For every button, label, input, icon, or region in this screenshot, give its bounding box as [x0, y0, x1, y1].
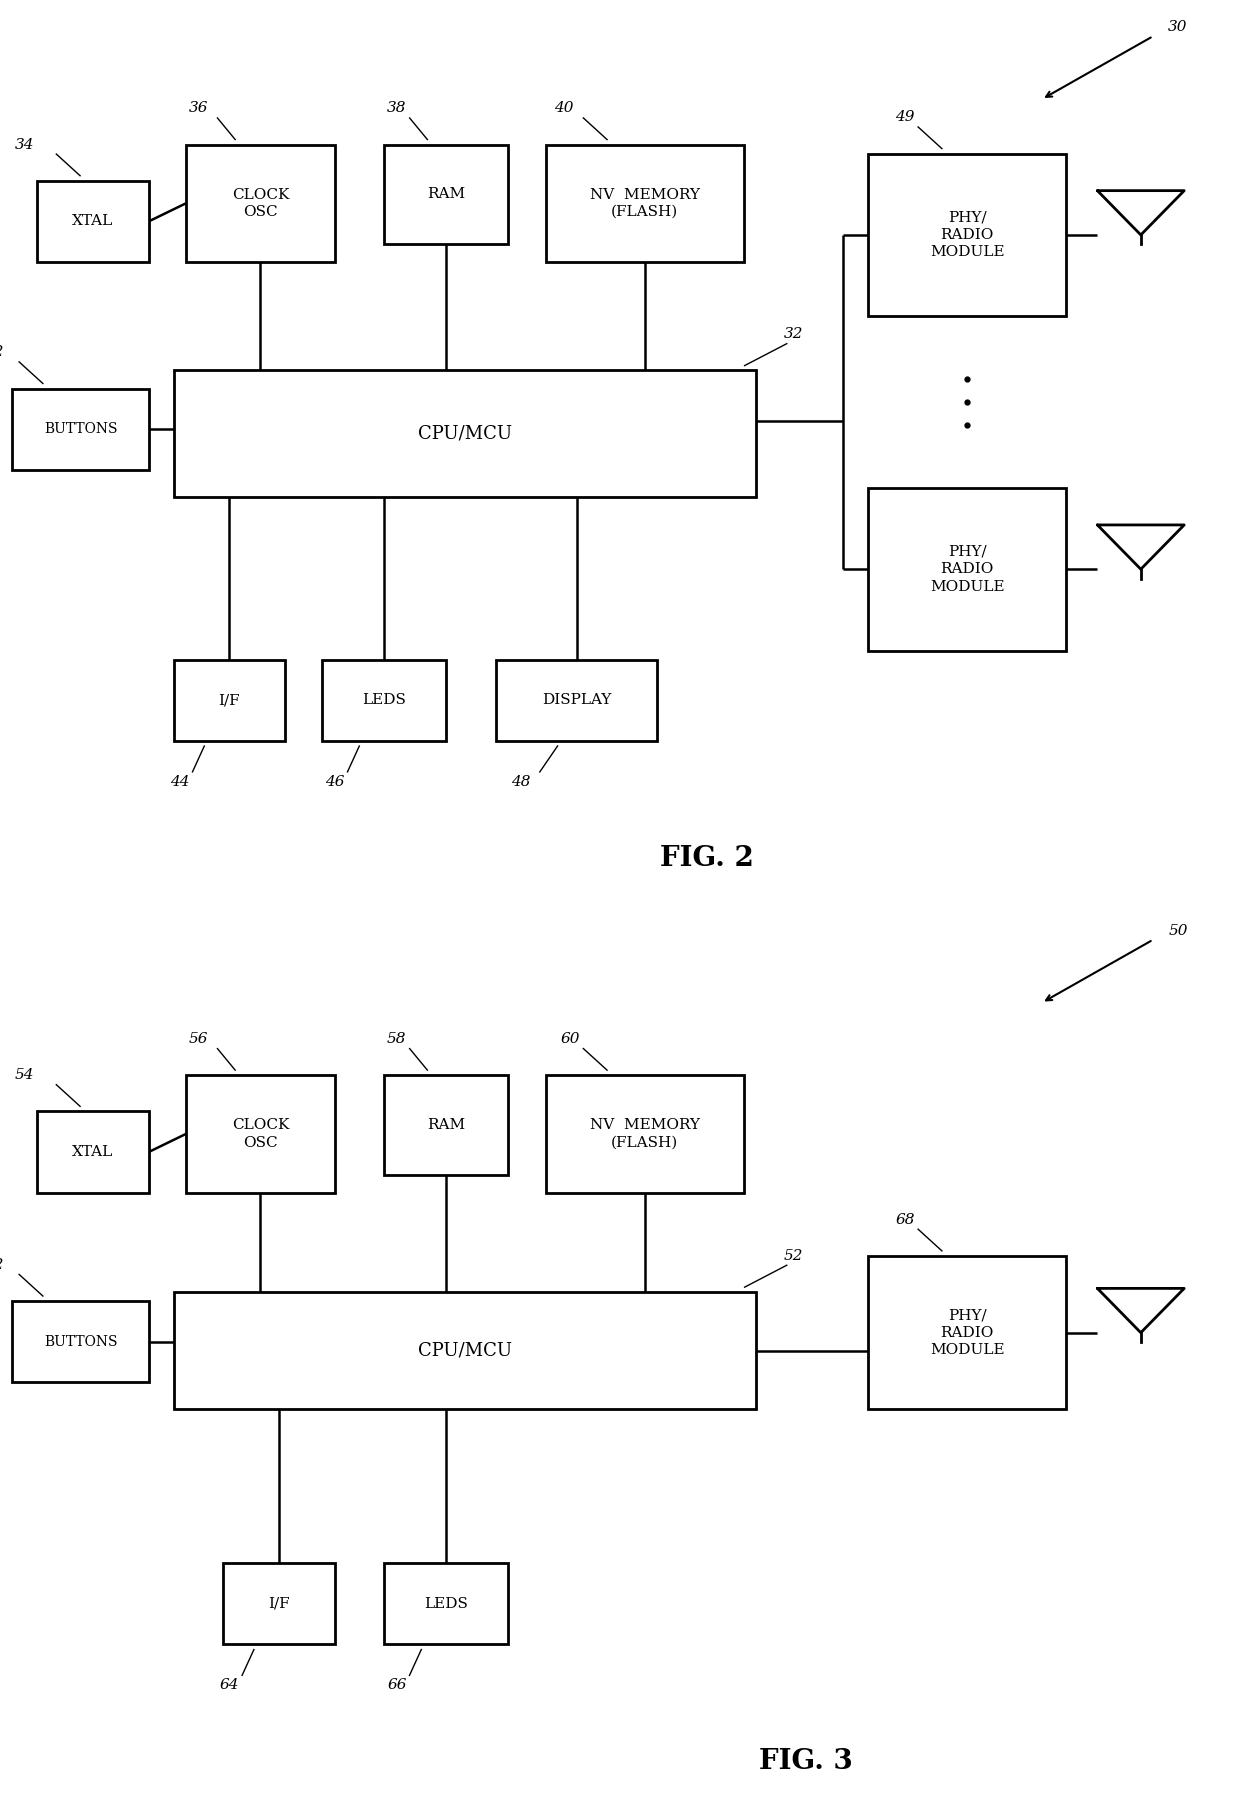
Bar: [186, 1075, 335, 1193]
Text: 42: 42: [0, 345, 4, 360]
Text: 52: 52: [784, 1249, 804, 1263]
Text: 62: 62: [0, 1258, 4, 1272]
Bar: [384, 1563, 508, 1644]
Text: CLOCK
OSC: CLOCK OSC: [232, 1119, 289, 1149]
Text: 66: 66: [387, 1679, 407, 1691]
Text: 30: 30: [1168, 20, 1188, 34]
Text: 56: 56: [188, 1032, 208, 1046]
Text: 36: 36: [188, 101, 208, 116]
Text: 60: 60: [560, 1032, 580, 1046]
Text: PHY/
RADIO
MODULE: PHY/ RADIO MODULE: [930, 211, 1004, 258]
Bar: [496, 660, 657, 741]
Text: 44: 44: [170, 775, 190, 788]
Text: 38: 38: [387, 101, 407, 116]
Bar: [37, 181, 149, 262]
Text: 58: 58: [387, 1032, 407, 1046]
Text: RAM: RAM: [428, 188, 465, 201]
Text: 50: 50: [1168, 923, 1188, 938]
Bar: [174, 1292, 756, 1409]
Text: XTAL: XTAL: [72, 1146, 114, 1158]
Text: XTAL: XTAL: [72, 215, 114, 228]
Text: PHY/
RADIO
MODULE: PHY/ RADIO MODULE: [930, 1308, 1004, 1357]
Text: CPU/MCU: CPU/MCU: [418, 1343, 512, 1359]
Text: RAM: RAM: [428, 1119, 465, 1131]
Bar: [384, 1075, 508, 1175]
Bar: [186, 145, 335, 262]
Bar: [174, 660, 285, 741]
Bar: [322, 660, 446, 741]
Text: 40: 40: [554, 101, 574, 116]
Text: LEDS: LEDS: [362, 694, 407, 707]
Text: I/F: I/F: [218, 694, 241, 707]
Bar: [12, 389, 149, 470]
Text: 32: 32: [784, 327, 804, 342]
Bar: [868, 488, 1066, 651]
Bar: [546, 145, 744, 262]
Text: LEDS: LEDS: [424, 1597, 469, 1610]
Bar: [37, 1111, 149, 1193]
Text: 68: 68: [895, 1212, 915, 1227]
Bar: [384, 145, 508, 244]
Text: CPU/MCU: CPU/MCU: [418, 425, 512, 443]
Text: FIG. 3: FIG. 3: [759, 1749, 853, 1774]
Bar: [12, 1301, 149, 1382]
Text: PHY/
RADIO
MODULE: PHY/ RADIO MODULE: [930, 546, 1004, 593]
Text: NV  MEMORY
(FLASH): NV MEMORY (FLASH): [590, 1119, 699, 1149]
Text: BUTTONS: BUTTONS: [43, 423, 118, 435]
Text: FIG. 2: FIG. 2: [660, 846, 754, 871]
Text: I/F: I/F: [268, 1597, 290, 1610]
Bar: [868, 154, 1066, 316]
Bar: [868, 1256, 1066, 1409]
Text: CLOCK
OSC: CLOCK OSC: [232, 188, 289, 219]
Text: DISPLAY: DISPLAY: [542, 694, 611, 707]
Text: 46: 46: [325, 775, 345, 788]
Bar: [174, 370, 756, 497]
Text: 48: 48: [511, 775, 531, 788]
Text: BUTTONS: BUTTONS: [43, 1335, 118, 1348]
Text: 49: 49: [895, 110, 915, 125]
Bar: [546, 1075, 744, 1193]
Text: 34: 34: [15, 137, 35, 152]
Text: 64: 64: [219, 1679, 239, 1691]
Text: 54: 54: [15, 1068, 35, 1082]
Bar: [223, 1563, 335, 1644]
Text: NV  MEMORY
(FLASH): NV MEMORY (FLASH): [590, 188, 699, 219]
